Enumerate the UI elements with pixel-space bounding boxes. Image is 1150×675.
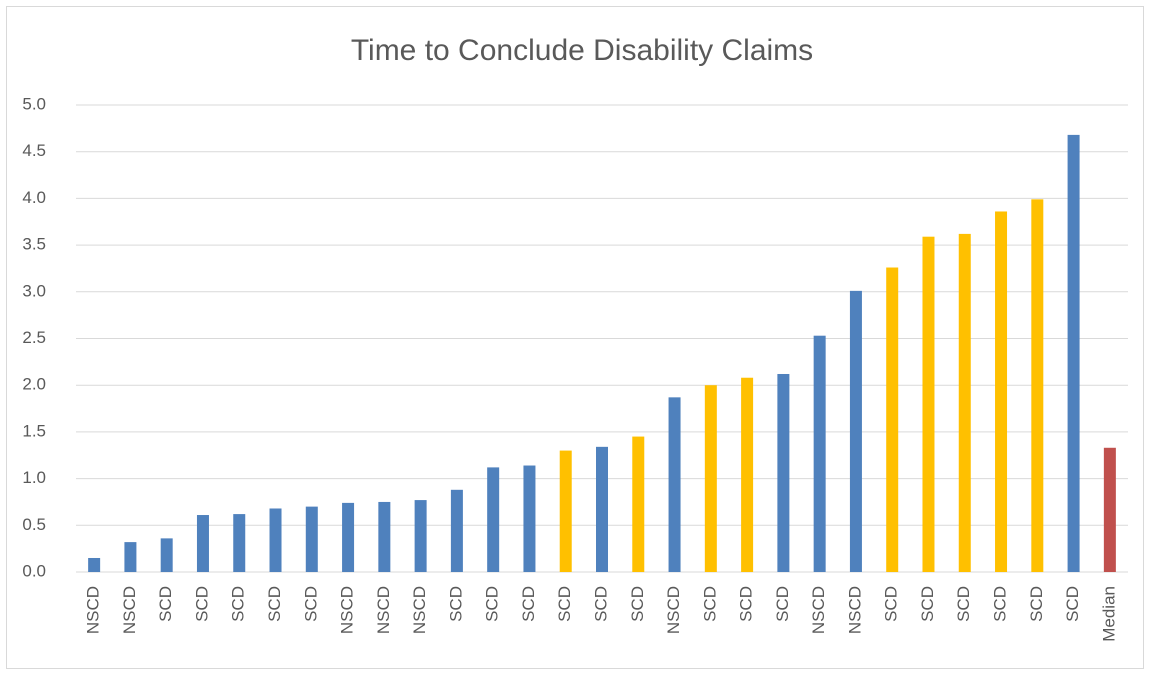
x-tick-label: SCD (519, 586, 538, 622)
x-tick-label: SCD (265, 586, 284, 622)
bar (704, 385, 717, 572)
bar (995, 211, 1008, 572)
bar (305, 506, 318, 572)
bar (342, 502, 355, 572)
x-tick-label: SCD (737, 586, 756, 622)
x-tick-label: NSCD (84, 586, 103, 634)
y-tick-label: 4.0 (22, 188, 46, 207)
x-tick-label: NSCD (845, 586, 864, 634)
bar (1031, 199, 1044, 573)
y-tick-label: 2.0 (22, 375, 46, 394)
bar (196, 515, 209, 572)
bar (1103, 447, 1116, 572)
x-tick-label: SCD (882, 586, 901, 622)
bar (741, 377, 754, 572)
bar (233, 514, 246, 572)
y-tick-label: 0.0 (22, 561, 46, 580)
y-tick-label: 1.0 (22, 468, 46, 487)
chart-title: Time to Conclude Disability Claims (351, 34, 813, 67)
x-tick-label: SCD (1027, 586, 1046, 622)
x-tick-label: SCD (591, 586, 610, 622)
y-tick-label: 3.0 (22, 281, 46, 300)
x-tick-label: SCD (700, 586, 719, 622)
bar (414, 500, 427, 572)
bar (523, 465, 536, 572)
bar (813, 335, 826, 572)
x-tick-label: NSCD (338, 586, 357, 634)
bar (849, 290, 862, 572)
bar (777, 373, 790, 572)
x-tick-label: SCD (1063, 586, 1082, 622)
x-tick-label: SCD (446, 586, 465, 622)
x-tick-label: SCD (192, 586, 211, 622)
y-tick-label: 1.5 (22, 421, 46, 440)
x-tick-label: SCD (156, 586, 175, 622)
x-tick-label: NSCD (410, 586, 429, 634)
x-tick-label: SCD (918, 586, 937, 622)
bar (596, 446, 608, 572)
x-tick-label: NSCD (120, 586, 139, 634)
y-tick-label: 0.5 (22, 515, 46, 534)
x-tick-label: Median (1099, 586, 1118, 642)
x-tick-label: SCD (628, 586, 647, 622)
bar (958, 233, 971, 572)
x-tick-label: SCD (991, 586, 1010, 622)
x-tick-label: NSCD (809, 586, 828, 634)
bar (124, 542, 137, 572)
bar (450, 489, 463, 572)
bar (269, 508, 282, 572)
x-tick-label: SCD (483, 586, 502, 622)
x-tick-label: NSCD (664, 586, 683, 634)
x-tick-label: SCD (301, 586, 320, 622)
x-tick-label: SCD (954, 586, 973, 622)
x-tick-label: NSCD (374, 586, 393, 634)
chart-border (6, 6, 1144, 669)
y-tick-label: 4.5 (22, 141, 46, 160)
bar (160, 538, 173, 572)
bar (922, 236, 935, 572)
y-tick-label: 2.5 (22, 328, 46, 347)
y-tick-label: 3.5 (22, 235, 46, 254)
bar (668, 397, 681, 572)
bar (559, 450, 572, 572)
bar (886, 267, 899, 572)
x-tick-label: SCD (555, 586, 574, 622)
x-tick-label: SCD (229, 586, 248, 622)
bar (88, 557, 101, 572)
bar (487, 467, 500, 572)
bar (632, 436, 645, 572)
x-tick-label: SCD (773, 586, 792, 622)
y-tick-label: 5.0 (22, 94, 46, 113)
bar (378, 501, 391, 572)
bar (1067, 134, 1080, 572)
